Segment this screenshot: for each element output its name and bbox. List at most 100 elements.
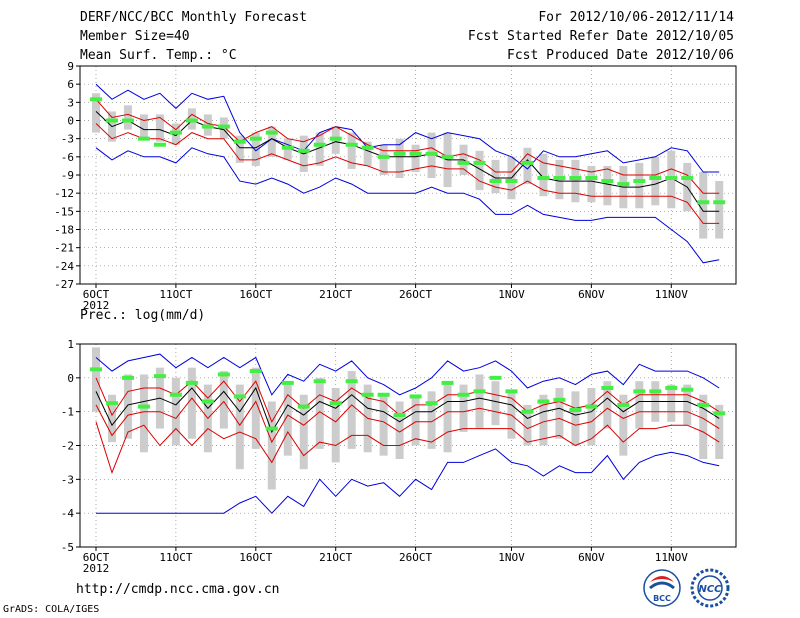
spread-box (379, 394, 388, 456)
spread-box (347, 371, 356, 449)
y-tick-label: -6 (61, 151, 74, 164)
obs-marker (681, 176, 694, 181)
spread-box (491, 159, 500, 194)
x-tick-label: 11OCT (159, 288, 192, 301)
spread-box (347, 132, 356, 169)
x-tick-label: 6OCT (83, 288, 110, 301)
series-line-mean (95, 386, 720, 434)
spread-box (92, 93, 100, 133)
precip-panel-title: Prec.: log(mm/d) (80, 308, 206, 323)
obs-marker (153, 374, 166, 379)
y-tick-label: 6 (67, 78, 74, 91)
spread-box (603, 165, 612, 206)
obs-marker (425, 151, 438, 156)
spread-box (587, 387, 596, 446)
spread-box (171, 377, 180, 446)
x-tick-label: 11NOV (655, 288, 688, 301)
obs-marker (169, 392, 182, 397)
series-line-max (95, 353, 720, 396)
obs-marker (393, 413, 406, 418)
obs-marker (185, 380, 198, 385)
spread-box (651, 156, 660, 206)
logos: BCC NCC (643, 568, 730, 608)
obs-marker (345, 142, 358, 147)
obs-marker (137, 136, 150, 141)
x-tick-label: 16OCT (239, 288, 272, 301)
obs-marker (313, 142, 326, 147)
obs-marker (697, 402, 710, 407)
obs-marker (233, 394, 246, 399)
spread-box (123, 374, 132, 439)
y-tick-label: -2 (61, 440, 74, 453)
obs-marker (649, 389, 662, 394)
spread-box (315, 132, 324, 166)
y-tick-label: -27 (54, 278, 74, 291)
spread-box (699, 394, 708, 460)
obs-marker (217, 124, 230, 129)
spread-box (475, 374, 484, 429)
obs-marker (425, 401, 438, 406)
series-line-lower (95, 123, 720, 224)
ncc-logo-text: NCC (698, 584, 722, 595)
x-tick-label: 16OCT (239, 551, 272, 564)
x-tick-label: 1NOV (498, 288, 525, 301)
y-tick-label: 9 (67, 60, 74, 73)
obs-marker (121, 375, 134, 380)
spread-box (539, 153, 548, 197)
obs-marker (201, 399, 214, 404)
y-tick-label: -15 (54, 205, 74, 218)
obs-marker (409, 151, 422, 156)
ncc-logo: NCC (690, 568, 730, 608)
obs-marker (377, 392, 390, 397)
obs-marker (441, 154, 454, 159)
obs-marker (537, 176, 550, 181)
obs-marker (569, 407, 582, 412)
source-url[interactable]: http://cmdp.ncc.cma.gov.cn (76, 582, 280, 597)
y-tick-label: -5 (61, 541, 74, 554)
y-tick-label: -3 (61, 133, 74, 146)
spread-box (491, 381, 500, 426)
forecast-started-date: Fcst Started Refer Date 2012/10/05 (467, 29, 734, 44)
plot-frame (79, 343, 737, 548)
spread-box (363, 141, 372, 166)
spread-box (523, 404, 532, 446)
obs-marker (121, 118, 134, 123)
obs-marker (249, 136, 262, 141)
spread-box (107, 394, 116, 443)
obs-marker (90, 97, 102, 102)
forecast-produced-date: Fcst Produced Date 2012/10/06 (507, 48, 734, 63)
spread-box (635, 381, 644, 429)
x-tick-label: 21OCT (319, 551, 352, 564)
chart-panel-2: 1 0 -1 -2 -3 -4 -5 6OCT 11OCT 16OCT 21OCT 26OCT 1NOV… (61, 338, 737, 575)
x-tick-label: 11OCT (159, 551, 192, 564)
spread-box (715, 404, 724, 460)
obs-marker (505, 179, 518, 184)
obs-marker (281, 145, 294, 150)
x-tick-label: 26OCT (399, 551, 432, 564)
spread-box (267, 401, 276, 490)
spread-box (267, 126, 276, 157)
obs-marker (537, 399, 550, 404)
obs-marker (617, 182, 630, 187)
spread-box (699, 171, 708, 239)
x-tick-label: 1NOV (498, 551, 525, 564)
x-tick-label: 21OCT (319, 288, 352, 301)
y-tick-label: -1 (61, 406, 74, 419)
obs-marker (649, 176, 662, 181)
spread-box (443, 381, 452, 453)
obs-marker (185, 118, 198, 123)
obs-marker (521, 160, 534, 165)
spread-box (411, 394, 420, 446)
obs-marker (345, 379, 358, 384)
obs-marker (457, 392, 470, 397)
obs-marker (569, 176, 582, 181)
obs-marker (233, 139, 246, 144)
obs-marker (217, 372, 230, 377)
obs-marker (473, 389, 486, 394)
spread-box (219, 371, 228, 429)
spread-box (331, 387, 340, 463)
spread-box (635, 162, 644, 209)
spread-box (139, 114, 148, 139)
spread-box (395, 401, 404, 460)
